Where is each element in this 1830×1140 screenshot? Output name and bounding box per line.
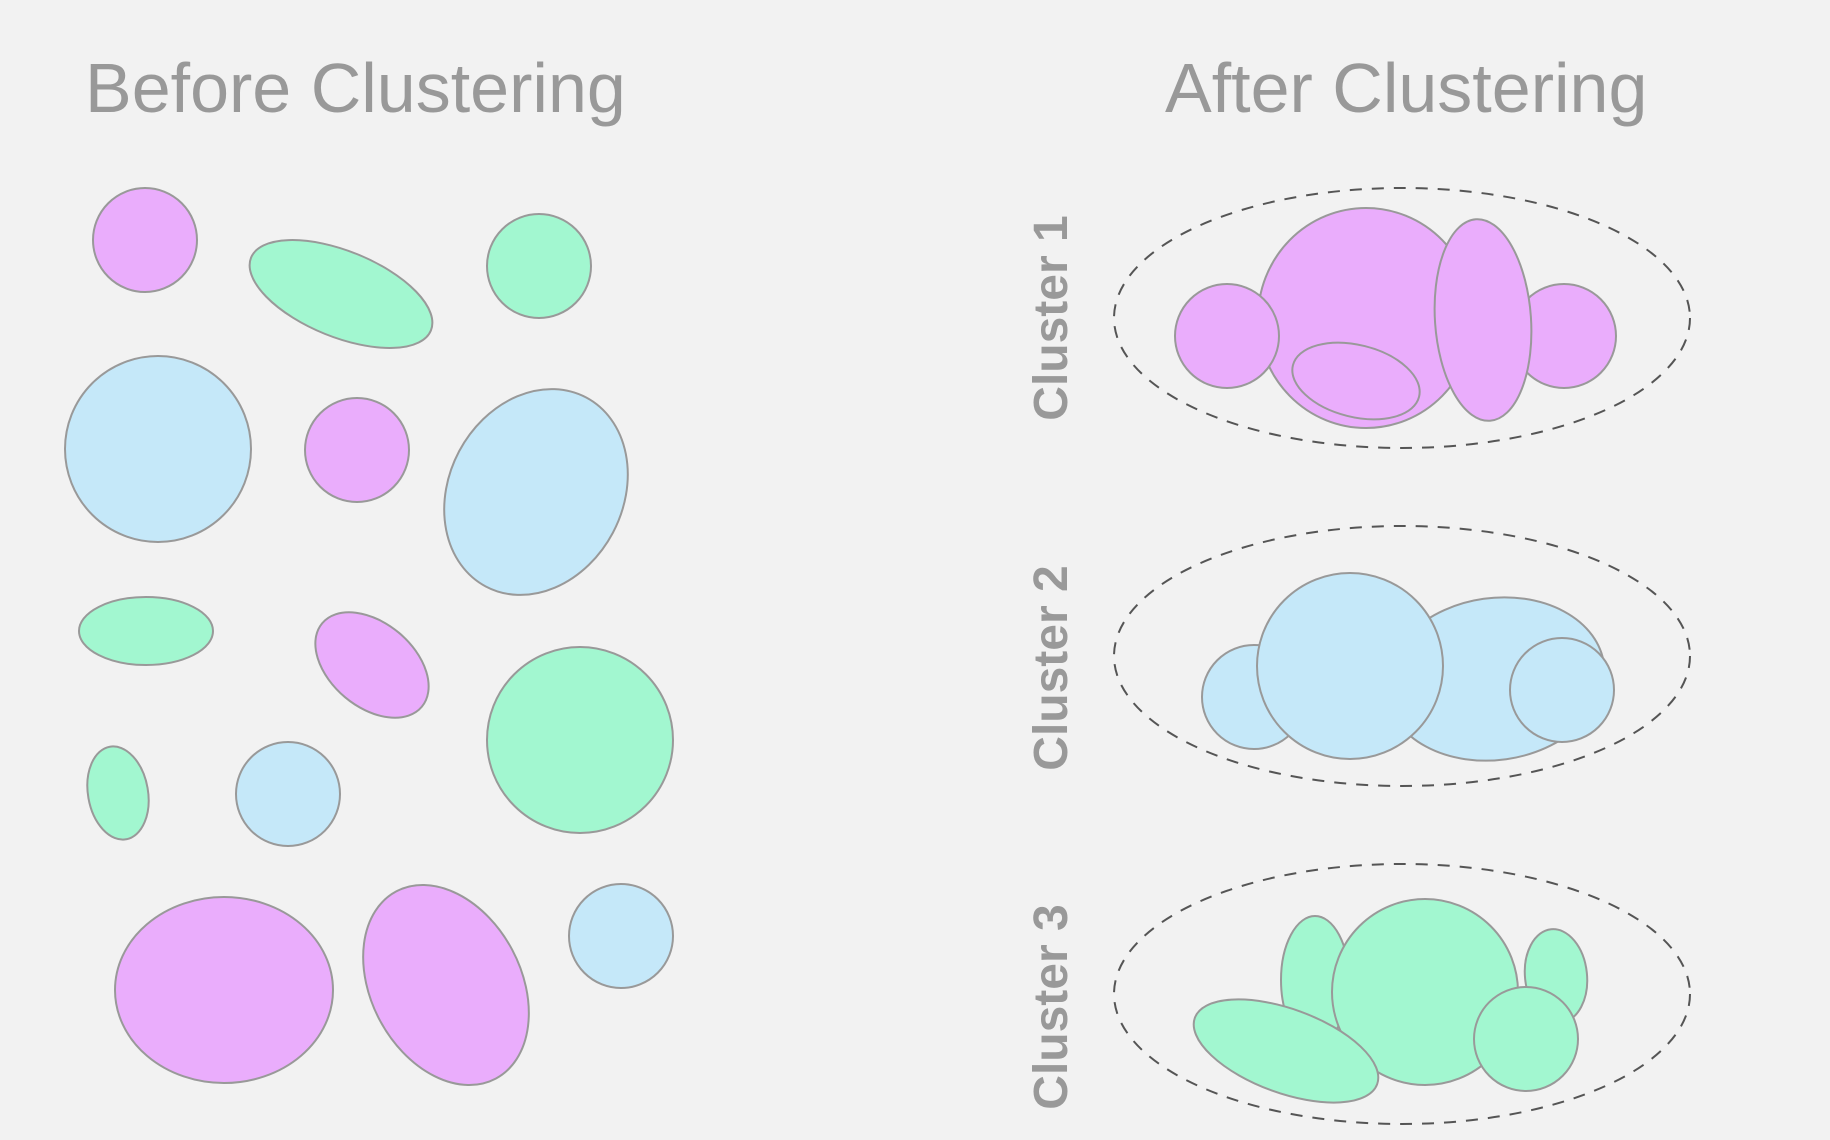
- cluster-2-outline: [1113, 525, 1691, 787]
- before-item-13: [362, 884, 530, 1086]
- before-item-2: [248, 239, 434, 349]
- before-item-5: [304, 397, 410, 503]
- before-item-8: [314, 611, 430, 719]
- cluster-3: Cluster 3: [1025, 863, 1691, 1125]
- cluster-2-member: [1509, 637, 1615, 743]
- cluster-1-member: [1291, 341, 1421, 421]
- cluster-3-member: [1473, 986, 1579, 1092]
- cluster-3-outline: [1113, 863, 1691, 1125]
- cluster-1-member: [1433, 218, 1533, 422]
- before-item-11: [235, 741, 341, 847]
- cluster-2: Cluster 2: [1025, 525, 1691, 787]
- cluster-1-members: [1174, 207, 1617, 429]
- cluster-2-label: Cluster 2: [1025, 565, 1078, 770]
- before-item-6: [443, 388, 629, 596]
- after-clustering-panel: Cluster 1 Cluster 2 Cluster 3: [1025, 187, 1691, 1125]
- before-item-7: [78, 596, 214, 666]
- cluster-2-members: [1201, 572, 1615, 762]
- before-title: Before Clustering: [85, 49, 626, 127]
- cluster-3-member: [1192, 998, 1380, 1104]
- cluster-1: Cluster 1: [1025, 187, 1691, 449]
- cluster-3-members: [1192, 898, 1589, 1104]
- cluster-1-label: Cluster 1: [1025, 215, 1078, 420]
- cluster-2-member: [1256, 572, 1444, 760]
- before-item-9: [486, 646, 674, 834]
- cluster-1-member: [1174, 283, 1280, 389]
- cluster-1-outline: [1113, 187, 1691, 449]
- before-item-1: [92, 187, 198, 293]
- before-item-10: [86, 745, 150, 841]
- before-item-3: [486, 213, 592, 319]
- cluster-3-label: Cluster 3: [1025, 904, 1078, 1109]
- before-clustering-panel: [64, 187, 674, 1086]
- before-item-4: [64, 355, 252, 543]
- before-item-14: [568, 883, 674, 989]
- before-item-12: [114, 896, 334, 1084]
- after-title: After Clustering: [1165, 49, 1647, 127]
